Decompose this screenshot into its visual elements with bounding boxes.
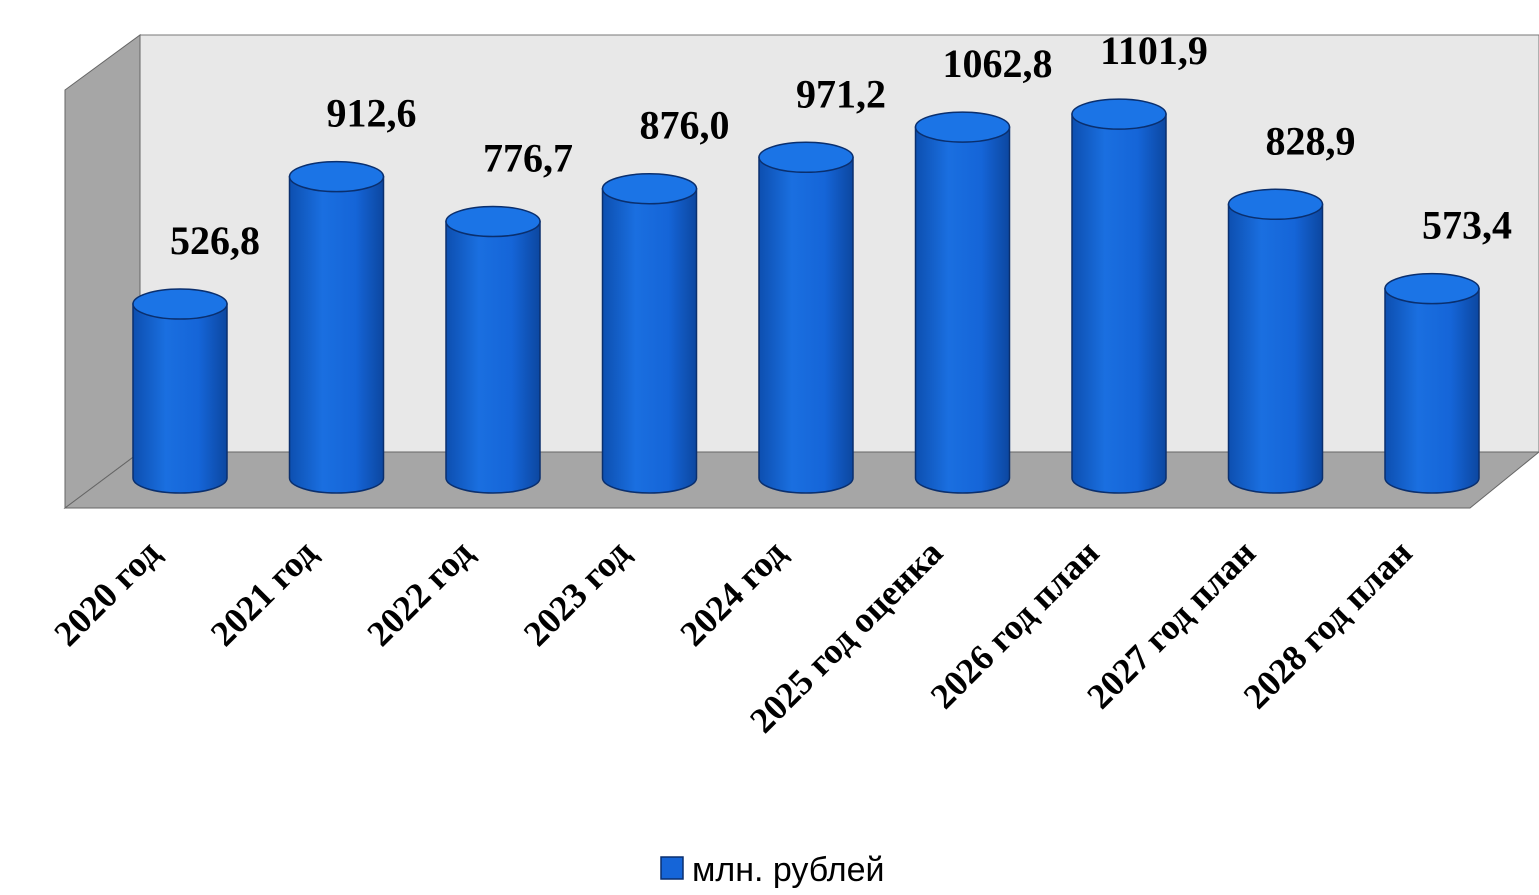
bar-body-2 [445,220,541,494]
legend-swatch [660,856,684,880]
value-label-3: 876,0 [640,103,730,148]
bar-1 [288,160,385,494]
bar-3 [601,172,698,494]
bar-body-6 [1071,113,1167,494]
value-label-0: 526,8 [170,218,260,263]
bar-body-8 [1384,287,1480,494]
bar-7 [1227,188,1324,494]
bar-top-8 [1384,272,1480,305]
value-label-4: 971,2 [796,71,886,116]
bar-body-1 [288,175,385,494]
tick-label-4: 2024 год [672,532,793,653]
tick-label-2: 2022 год [359,532,480,653]
value-label-6: 1101,9 [1100,28,1208,73]
bar-body-4 [758,156,854,494]
bar-6 [1071,98,1167,494]
value-label-7: 828,9 [1266,118,1356,163]
bar-top-6 [1071,98,1167,130]
value-label-8: 573,4 [1422,203,1512,248]
tick-labels-group: 2020 год 2021 год 2022 год 2023 год 2024 год… [46,532,1419,740]
value-labels-group: 526,8 912,6 776,7 876,0 971,2 1062,8 1101,9 828… [170,28,1512,263]
bar-top-2 [445,205,541,238]
bar-body-7 [1227,203,1324,494]
tick-label-0: 2020 год [46,532,167,653]
bar-body-0 [132,303,228,494]
bar-body-5 [914,126,1011,494]
value-label-5: 1062,8 [943,41,1053,86]
bar-0 [132,288,228,494]
bar-5 [914,111,1011,494]
bars-group [132,98,1480,494]
bar-top-1 [288,160,385,193]
legend-label: млн. рублей [692,851,884,889]
value-label-2: 776,7 [483,136,573,181]
legend: млн. рублей [660,851,884,889]
tick-label-3: 2023 год [516,532,637,653]
bar-4 [758,141,854,494]
tick-label-8: 2028 год план [1236,532,1420,716]
bar-top-4 [758,141,854,174]
bar-top-7 [1227,188,1324,221]
bar-top-5 [914,111,1011,143]
bar-top-3 [601,172,698,205]
bar-body-3 [601,187,698,494]
tick-label-1: 2021 год [203,532,324,653]
side-wall [64,34,141,509]
bar-2 [445,205,541,494]
bar-top-0 [132,288,228,320]
bar-8 [1384,272,1480,494]
value-label-1: 912,6 [327,91,417,136]
